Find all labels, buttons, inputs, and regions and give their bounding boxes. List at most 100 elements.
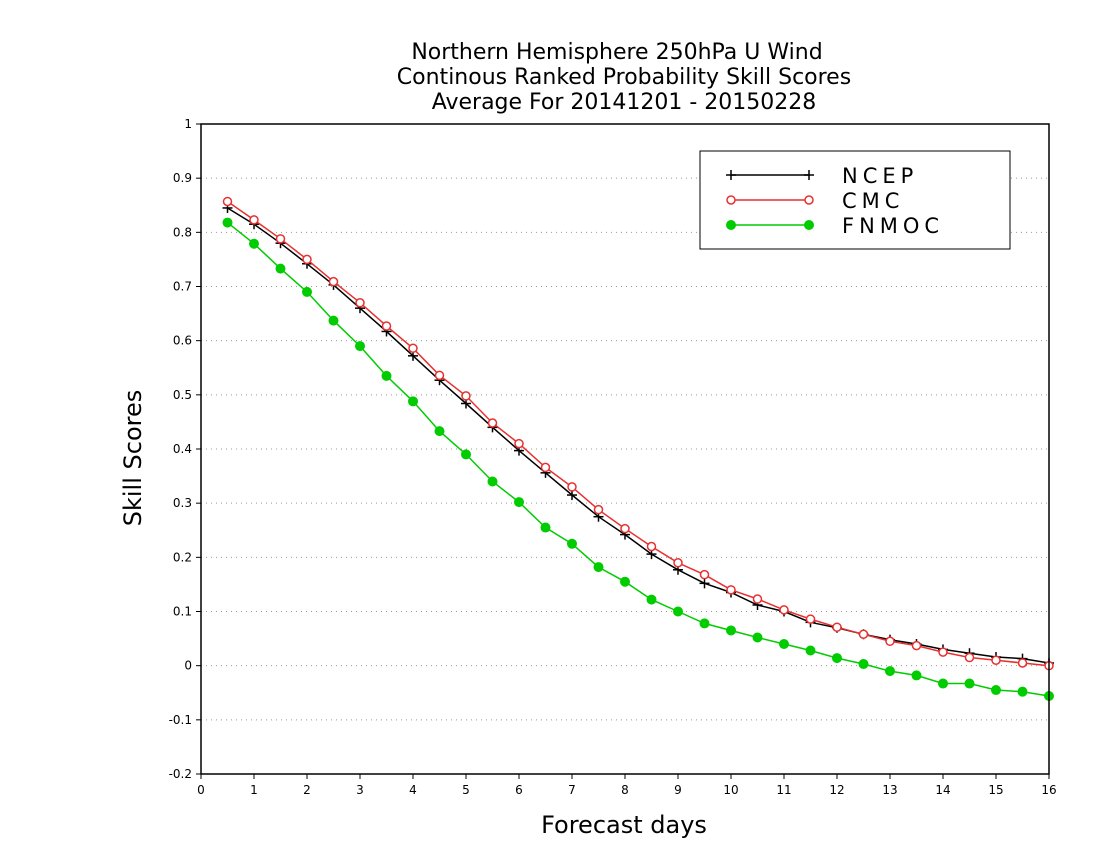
x-tick-label: 12 bbox=[829, 783, 844, 797]
point-marker bbox=[355, 298, 365, 308]
point-marker bbox=[964, 678, 975, 689]
point-marker bbox=[275, 234, 286, 244]
x-tick-label: 6 bbox=[515, 783, 523, 797]
point-marker bbox=[434, 370, 445, 381]
series-cmc bbox=[222, 196, 1054, 671]
point-marker bbox=[673, 558, 683, 568]
point-marker bbox=[408, 396, 418, 407]
axis-ticks: -0.2-0.100.10.20.30.40.50.60.70.80.910 1 2… bbox=[169, 117, 1057, 797]
series-line bbox=[227, 222, 1050, 697]
x-tick-label: 1 bbox=[250, 783, 258, 797]
point-marker bbox=[726, 220, 736, 230]
point-marker bbox=[779, 605, 789, 615]
point-marker bbox=[222, 217, 233, 228]
x-tick-label: 5 bbox=[462, 783, 470, 797]
series-line bbox=[227, 200, 1050, 667]
y-tick-label: 0.1 bbox=[173, 605, 192, 619]
point-marker bbox=[434, 426, 445, 437]
point-marker bbox=[964, 652, 975, 663]
legend-box bbox=[699, 150, 1011, 250]
legend-label: CMC bbox=[842, 189, 904, 213]
point-marker bbox=[646, 594, 657, 605]
y-tick-label: 0.3 bbox=[173, 496, 192, 510]
point-marker bbox=[726, 625, 736, 636]
x-tick-label: 15 bbox=[988, 783, 1003, 797]
point-marker bbox=[752, 594, 763, 604]
y-tick-label: 0.7 bbox=[173, 280, 192, 294]
x-tick-label: 4 bbox=[409, 783, 417, 797]
point-marker bbox=[567, 482, 577, 492]
point-marker bbox=[832, 622, 842, 632]
chart-title-line-3: Average For 20141201 - 20150228 bbox=[432, 90, 817, 115]
point-marker bbox=[302, 254, 312, 265]
y-tick-label: 1 bbox=[184, 117, 192, 131]
legend-label: NCEP bbox=[842, 164, 918, 188]
point-marker bbox=[540, 522, 551, 533]
point-marker bbox=[699, 578, 710, 589]
x-tick-label: 0 bbox=[197, 783, 205, 797]
point-marker bbox=[885, 636, 895, 647]
point-marker bbox=[991, 685, 1001, 696]
point-marker bbox=[938, 647, 948, 657]
point-marker bbox=[249, 215, 259, 225]
chart-title-line-2: Continous Ranked Probability Skill Score… bbox=[397, 65, 851, 90]
x-axis-label: Forecast days bbox=[541, 811, 707, 839]
x-tick-label: 7 bbox=[568, 783, 576, 797]
grid-lines bbox=[201, 177, 1049, 721]
series-ncep bbox=[222, 202, 1054, 668]
point-marker bbox=[832, 653, 842, 664]
y-tick-label: 0.8 bbox=[173, 225, 192, 239]
point-marker bbox=[461, 391, 471, 401]
point-marker bbox=[593, 504, 604, 515]
chart-title-line-1: Northern Hemisphere 250hPa U Wind bbox=[411, 40, 822, 65]
y-tick-label: 0.5 bbox=[173, 388, 192, 402]
point-marker bbox=[858, 629, 869, 639]
point-marker bbox=[1017, 658, 1028, 668]
x-tick-label: 13 bbox=[882, 783, 897, 797]
x-tick-label: 10 bbox=[723, 783, 738, 797]
point-marker bbox=[328, 276, 339, 287]
y-tick-label: 0 bbox=[184, 659, 192, 673]
plot-frame bbox=[200, 123, 1050, 775]
x-tick-label: 3 bbox=[356, 783, 364, 797]
point-marker bbox=[646, 541, 657, 552]
point-marker bbox=[461, 449, 471, 460]
point-marker bbox=[328, 315, 339, 326]
point-marker bbox=[938, 678, 948, 689]
point-marker bbox=[487, 418, 498, 428]
point-marker bbox=[726, 585, 736, 595]
point-marker bbox=[567, 490, 577, 501]
point-marker bbox=[355, 341, 365, 352]
point-marker bbox=[620, 576, 630, 587]
point-marker bbox=[805, 645, 816, 656]
y-tick-label: 0.4 bbox=[173, 442, 192, 456]
point-marker bbox=[752, 632, 763, 643]
series-line bbox=[227, 207, 1050, 664]
y-tick-label: 0.9 bbox=[173, 171, 192, 185]
point-marker bbox=[620, 523, 630, 534]
series-fnmoc bbox=[222, 217, 1054, 701]
point-marker bbox=[381, 370, 392, 381]
point-marker bbox=[567, 538, 577, 549]
x-tick-label: 16 bbox=[1041, 783, 1056, 797]
y-axis-label: Skill Scores bbox=[119, 390, 147, 527]
x-tick-label: 2 bbox=[303, 783, 311, 797]
point-marker bbox=[593, 562, 604, 573]
x-tick-label: 9 bbox=[674, 783, 682, 797]
point-marker bbox=[222, 196, 233, 207]
legend-entry-cmc: CMC bbox=[726, 189, 904, 213]
point-marker bbox=[699, 569, 710, 580]
point-marker bbox=[275, 263, 286, 274]
point-marker bbox=[991, 655, 1001, 665]
point-marker bbox=[885, 666, 895, 677]
x-tick-label: 8 bbox=[621, 783, 629, 797]
point-marker bbox=[487, 476, 498, 487]
point-marker bbox=[911, 670, 922, 681]
point-marker bbox=[381, 321, 392, 331]
point-marker bbox=[249, 238, 259, 249]
point-marker bbox=[514, 497, 524, 508]
point-marker bbox=[540, 462, 551, 473]
